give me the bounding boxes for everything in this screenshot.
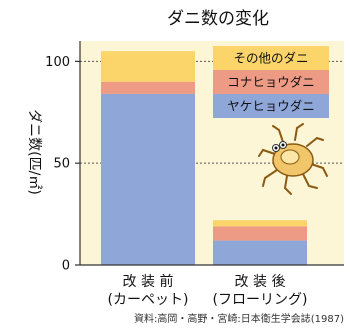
bar-segment: [213, 220, 307, 227]
y-ticks: 0 50 100: [45, 55, 80, 274]
legend-label: その他のダニ: [233, 51, 308, 66]
category-label: 改 装 後: [235, 274, 286, 290]
y-tick-label: 50: [53, 157, 70, 172]
bar-segment: [101, 81, 195, 94]
bar-segment: [213, 240, 307, 265]
category-labels: 改 装 前 (カーペット) 改 装 後 (フローリング): [108, 273, 308, 308]
y-axis-label: ダニ数(匹/㎡): [26, 109, 42, 195]
legend-swatch: [213, 70, 329, 94]
legend-swatch: [213, 94, 329, 118]
source-note: 資料:高岡・高野・宮崎:日本衛生学会誌(1987): [134, 312, 344, 325]
legend-label: コナヒョウダニ: [227, 75, 315, 90]
y-tick-label: 0: [62, 259, 70, 274]
y-tick-label: 100: [45, 55, 70, 70]
category-sublabel: (フローリング): [213, 292, 308, 308]
legend-label: ヤケヒョウダニ: [227, 99, 315, 114]
bar-segment: [101, 93, 195, 265]
category-sublabel: (カーペット): [108, 292, 189, 308]
bar-segment: [213, 226, 307, 241]
mite-illustration: [258, 123, 328, 195]
legend-swatch: [213, 46, 329, 70]
bars: [101, 51, 307, 265]
bar-segment: [101, 51, 195, 82]
chart-title: ダニ数の変化: [167, 9, 269, 29]
category-label: 改 装 前: [123, 273, 174, 290]
